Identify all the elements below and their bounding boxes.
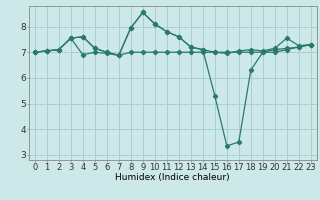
X-axis label: Humidex (Indice chaleur): Humidex (Indice chaleur) (116, 173, 230, 182)
